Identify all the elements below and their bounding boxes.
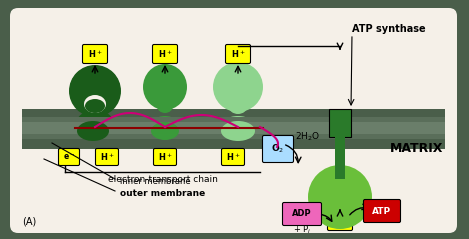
Text: H$^+$: H$^+$ xyxy=(231,48,245,60)
Ellipse shape xyxy=(213,62,263,112)
Text: H$^+$: H$^+$ xyxy=(333,215,348,227)
FancyBboxPatch shape xyxy=(153,148,176,165)
FancyBboxPatch shape xyxy=(327,212,353,230)
Text: e$^-$: e$^-$ xyxy=(63,152,75,162)
Ellipse shape xyxy=(151,122,179,140)
Ellipse shape xyxy=(69,65,121,117)
Text: H$^+$: H$^+$ xyxy=(158,151,172,163)
Text: (A): (A) xyxy=(22,216,36,226)
Text: inner membrane: inner membrane xyxy=(120,176,190,185)
Ellipse shape xyxy=(229,100,247,114)
Bar xyxy=(22,117,445,139)
Text: electron-transport chain: electron-transport chain xyxy=(107,175,218,184)
Ellipse shape xyxy=(76,115,110,137)
FancyBboxPatch shape xyxy=(282,202,322,226)
Text: outer membrane: outer membrane xyxy=(120,189,205,197)
FancyBboxPatch shape xyxy=(152,44,177,64)
FancyBboxPatch shape xyxy=(226,44,250,64)
Bar xyxy=(22,109,445,149)
Ellipse shape xyxy=(77,121,109,141)
Text: + P$_i$: + P$_i$ xyxy=(293,224,311,236)
Ellipse shape xyxy=(84,95,106,113)
FancyBboxPatch shape xyxy=(96,148,119,165)
Ellipse shape xyxy=(150,116,180,136)
Text: H$^+$: H$^+$ xyxy=(100,151,114,163)
Ellipse shape xyxy=(143,64,187,110)
Ellipse shape xyxy=(220,116,256,138)
Text: H$^+$: H$^+$ xyxy=(226,151,240,163)
Text: H$^+$: H$^+$ xyxy=(88,48,102,60)
FancyBboxPatch shape xyxy=(59,148,80,165)
Bar xyxy=(335,135,345,179)
Text: ADP: ADP xyxy=(292,210,312,218)
Bar xyxy=(22,117,445,139)
Text: ATP synthase: ATP synthase xyxy=(352,24,426,34)
FancyBboxPatch shape xyxy=(83,44,107,64)
Bar xyxy=(22,122,445,134)
Ellipse shape xyxy=(70,66,120,112)
Ellipse shape xyxy=(157,99,173,113)
Text: MATRIX: MATRIX xyxy=(390,142,443,156)
Text: O$_2$: O$_2$ xyxy=(272,143,285,155)
Text: 2H$_2$O: 2H$_2$O xyxy=(295,131,321,143)
Text: ATP: ATP xyxy=(372,206,392,216)
Ellipse shape xyxy=(76,110,114,138)
FancyBboxPatch shape xyxy=(221,148,244,165)
Text: H$^+$: H$^+$ xyxy=(158,48,172,60)
Ellipse shape xyxy=(221,121,255,141)
Circle shape xyxy=(308,165,372,229)
FancyBboxPatch shape xyxy=(10,8,457,233)
FancyBboxPatch shape xyxy=(263,136,294,163)
Ellipse shape xyxy=(85,99,105,113)
Bar xyxy=(329,109,351,137)
FancyBboxPatch shape xyxy=(363,200,401,223)
